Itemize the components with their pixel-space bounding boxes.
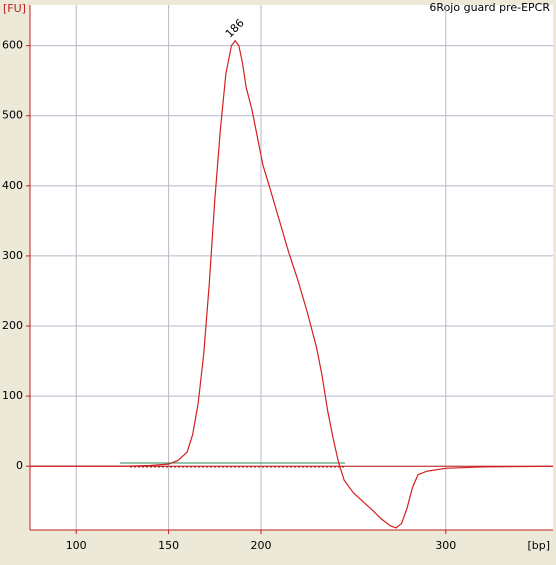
x-axis-label: [bp] [527,539,550,552]
y-tick-label: 200 [2,319,23,332]
y-tick-label: 300 [2,249,23,262]
plot-area [30,5,553,530]
y-tick-label: 0 [16,459,23,472]
chart-title: 6Rojo guard pre-EPCR [429,1,550,14]
x-tick-label: 200 [251,539,272,552]
trace [30,39,554,529]
y-tick-label: 400 [2,179,23,192]
y-tick-label: 600 [2,39,23,52]
x-tick-label: 300 [435,539,456,552]
x-tick-label: 150 [158,539,179,552]
y-axis-label: [FU] [3,2,26,15]
y-tick-label: 500 [2,109,23,122]
y-tick-label: 100 [2,389,23,402]
x-tick-label: 100 [66,539,87,552]
